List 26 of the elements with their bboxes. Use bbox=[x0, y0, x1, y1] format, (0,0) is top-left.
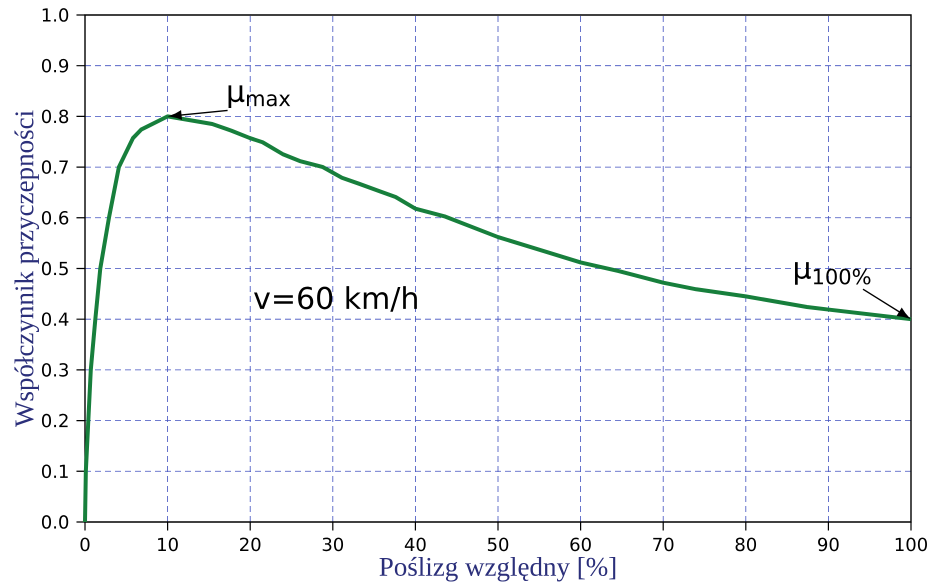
x-tick-label: 70 bbox=[653, 538, 674, 552]
x-axis-title: Poślizg względny [%] bbox=[380, 556, 616, 582]
x-tick-label: 40 bbox=[404, 538, 426, 552]
x-tick-label: 0 bbox=[80, 538, 90, 552]
x-tick-label: 60 bbox=[570, 538, 591, 552]
y-tick-label: 0.6 bbox=[42, 210, 68, 225]
y-tick-label: 0.0 bbox=[42, 515, 68, 529]
x-tick-label: 30 bbox=[322, 538, 344, 552]
y-axis-title: Współczynnik przyczepności bbox=[14, 110, 40, 428]
x-tick-label: 80 bbox=[736, 538, 756, 552]
y-tick-label: 0.5 bbox=[42, 262, 68, 276]
y-tick-label: 0.1 bbox=[42, 464, 68, 478]
x-tick-label: 20 bbox=[240, 538, 260, 552]
y-tick-label: 0.9 bbox=[42, 58, 68, 72]
annotation: v=60 km/h bbox=[254, 286, 417, 312]
annotation: μ$_{max}$ bbox=[228, 85, 290, 108]
y-tick-label: 1.0 bbox=[42, 8, 68, 22]
x-tick-label: 50 bbox=[488, 538, 508, 552]
y-tick-label: 0.7 bbox=[42, 160, 68, 174]
x-tick-label: 10 bbox=[158, 538, 178, 552]
x-tick-label: 90 bbox=[818, 538, 839, 552]
x-tick-label: 100 bbox=[896, 538, 927, 552]
y-tick-label: 0.4 bbox=[42, 312, 68, 326]
y-tick-label: 0.3 bbox=[42, 363, 68, 377]
y-tick-label: 0.8 bbox=[42, 110, 68, 124]
y-tick-label: 0.2 bbox=[42, 414, 68, 428]
